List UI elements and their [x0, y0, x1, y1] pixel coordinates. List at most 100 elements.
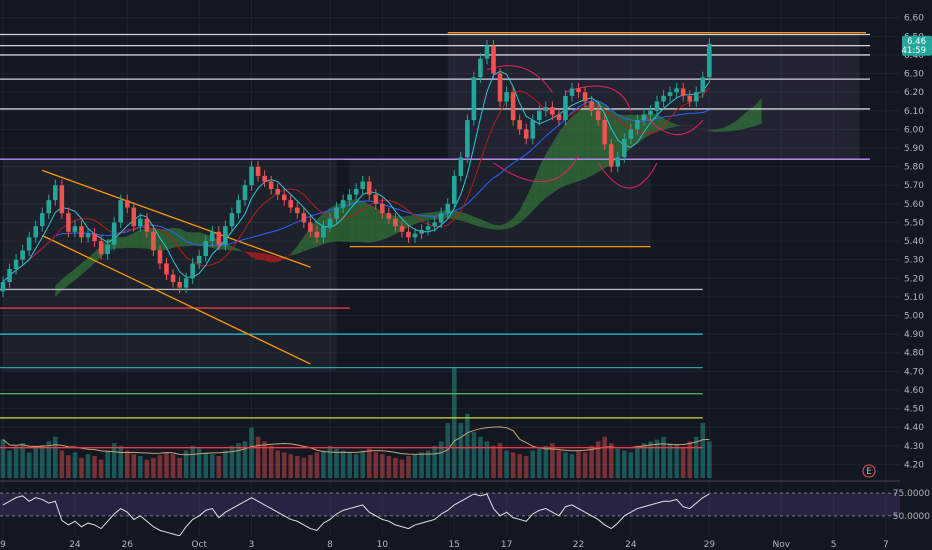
candle-body [693, 92, 699, 102]
cloud-segment [539, 154, 546, 204]
volume-bar [366, 448, 372, 478]
rsi-tick-label: 50.0000 [893, 512, 930, 522]
price-tick-label: 5.50 [904, 218, 924, 228]
cloud-segment [290, 246, 298, 256]
volume-bar [648, 441, 653, 478]
candle-body [334, 207, 339, 219]
volume-bar [412, 454, 418, 478]
candle-body [432, 222, 437, 227]
volume-bar [164, 452, 169, 478]
cloud-segment [696, 126, 703, 130]
cloud-segment [676, 124, 684, 127]
volume-bar [229, 445, 235, 478]
price-tick-label: 6.30 [904, 70, 924, 80]
cloud-segment [513, 210, 520, 227]
cloud-segment [349, 199, 357, 242]
volume-bar [124, 450, 130, 478]
cloud-segment [735, 115, 743, 131]
candle-body [674, 88, 679, 93]
volume-bar [419, 452, 424, 478]
candle-body [164, 263, 169, 275]
price-tick-label: 6.40 [904, 51, 924, 61]
volume-bar [602, 436, 607, 478]
volume-bar [595, 441, 601, 478]
candle-body [582, 92, 588, 102]
rsi-pane[interactable]: 75.0000 50.0000 [0, 480, 930, 537]
volume-bar [510, 452, 516, 478]
cloud-segment [303, 227, 311, 252]
cloud-segment [467, 214, 474, 225]
volume-bar [432, 445, 437, 478]
cloud-segment [140, 228, 147, 249]
volume-bar [523, 456, 529, 478]
volume-bar [236, 443, 241, 478]
candle-body [517, 120, 522, 130]
volume-bar [53, 436, 58, 478]
volume-bar [151, 457, 156, 478]
price-tick-label: 4.60 [904, 386, 924, 396]
volume-bar [39, 445, 45, 478]
candle-body [308, 222, 313, 232]
time-tick-label: 8 [327, 540, 333, 550]
time-tick-label: 22 [573, 540, 584, 550]
candle-body [242, 185, 248, 201]
cloud-segment [565, 116, 572, 186]
volume-bar [98, 459, 104, 478]
volume-bar [622, 450, 627, 478]
volume-bar [295, 456, 300, 478]
volume-bar [491, 445, 496, 478]
candle-body [628, 129, 634, 139]
trend-lines [41, 169, 311, 365]
candle-body [399, 226, 405, 232]
volume-bar [628, 452, 634, 478]
volume-bar [680, 446, 686, 478]
volume-bar [451, 368, 457, 478]
candle-body [687, 95, 693, 102]
time-tick-label: 26 [122, 540, 134, 550]
volume-bars [0, 368, 712, 478]
cloud-segment [728, 121, 736, 132]
candle-body [484, 45, 490, 59]
cloud-segment [722, 125, 729, 132]
candle-body [412, 233, 418, 238]
cloud-segment [519, 197, 527, 224]
cloud-segment [81, 257, 89, 275]
price-axis[interactable]: 6.606.506.406.306.206.106.005.905.805.70… [900, 0, 932, 480]
candle-body [491, 45, 496, 74]
volume-bar [33, 447, 38, 478]
volume-bar [26, 452, 32, 478]
candle-body [131, 207, 137, 227]
cloud-segment [709, 129, 716, 132]
cloud-segment [493, 224, 501, 230]
candle-body [144, 218, 150, 232]
candle-body [255, 166, 261, 176]
volume-bar [543, 445, 549, 478]
cloud-segment [277, 256, 285, 263]
volume-bar [301, 457, 307, 478]
volume-bar [255, 436, 261, 478]
time-tick-label: 29 [704, 540, 716, 550]
candle-body [478, 58, 483, 78]
candle-body [209, 231, 215, 242]
price-tick-label: 5.70 [904, 181, 924, 191]
candle-body [406, 231, 411, 238]
volume-bar [550, 443, 555, 478]
price-tick-label: 5.30 [904, 256, 924, 266]
time-tick-label: 17 [501, 540, 512, 550]
volume-bar [425, 450, 431, 478]
candle-body [608, 144, 614, 167]
candle-body [497, 73, 503, 102]
candle-body [190, 263, 195, 279]
time-tick-label: 5 [831, 540, 837, 550]
candle-body [59, 185, 65, 214]
time-tick-label: 15 [449, 540, 460, 550]
cloud-segment [715, 128, 723, 132]
cloud-segment [186, 231, 193, 247]
candle-body [386, 213, 392, 219]
time-axis[interactable]: 9 24 26 Oct 3 8 10 15 17 22 24 29 Nov 5 7 [0, 536, 932, 550]
volume-bar [635, 445, 640, 478]
candle-body [26, 237, 32, 251]
candle-body [157, 250, 163, 264]
